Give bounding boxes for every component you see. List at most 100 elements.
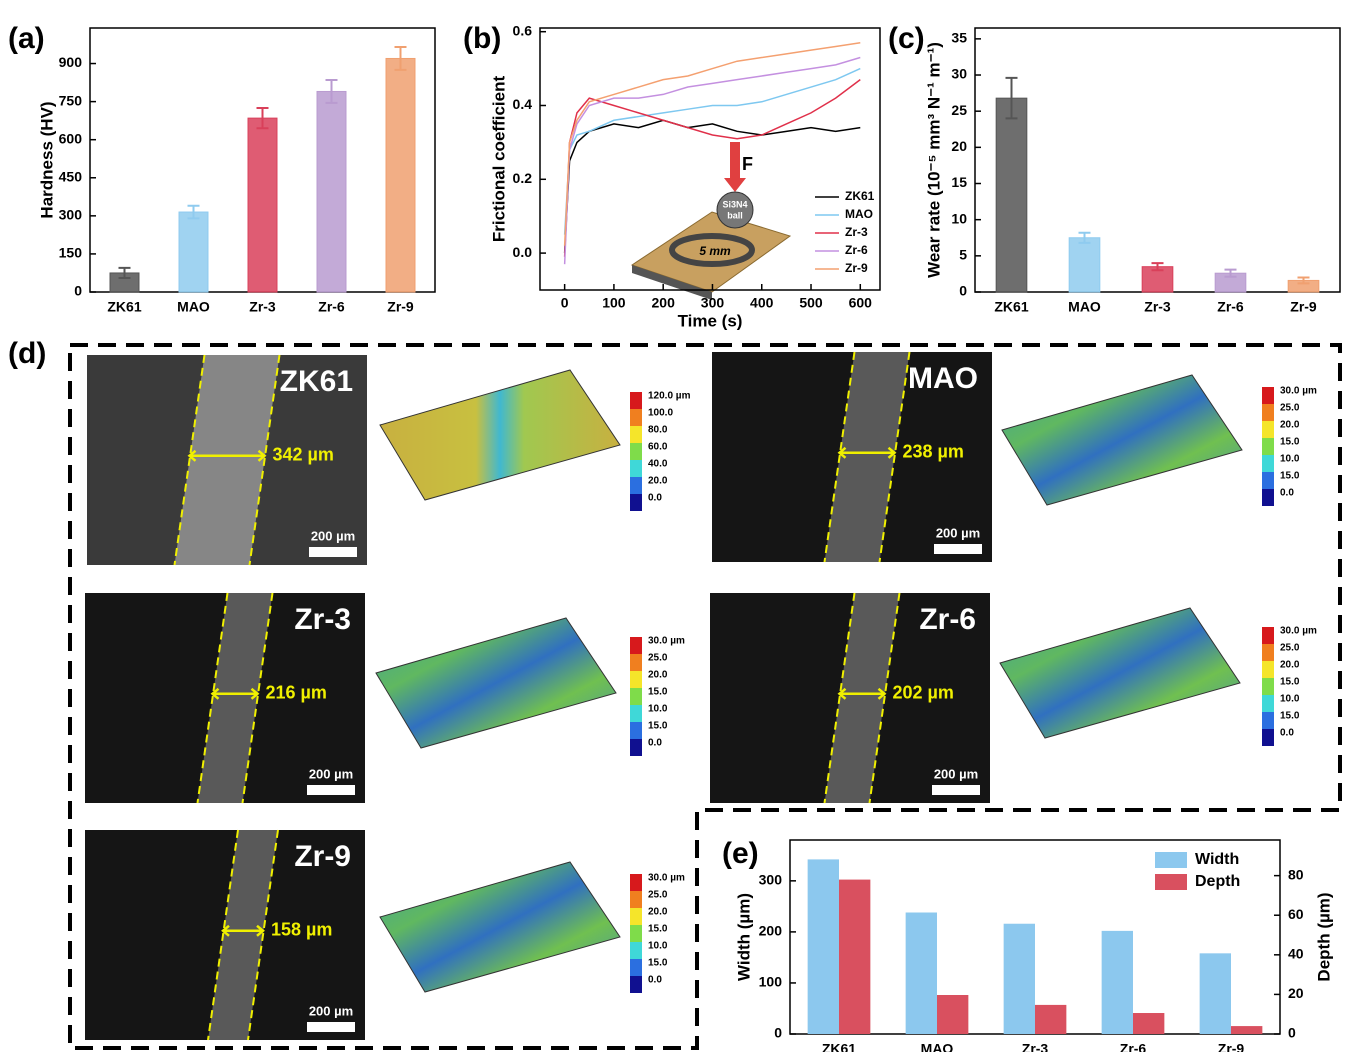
bar xyxy=(996,98,1027,292)
colorbar-cell xyxy=(630,908,642,925)
surface-map xyxy=(380,370,620,500)
panel-label: (d) xyxy=(8,337,46,370)
legend-label: Depth xyxy=(1195,873,1240,890)
colorbar-label: 10.0 xyxy=(1280,454,1300,465)
scale-bar-label: 200 µm xyxy=(309,1003,353,1018)
axis-label: Time (s) xyxy=(678,311,743,330)
colorbar-label: 80.0 xyxy=(648,425,668,436)
x-tick-label: MAO xyxy=(177,299,210,315)
colorbar-cell xyxy=(1262,438,1274,455)
colorbar-cell xyxy=(630,426,642,443)
y-tick-label: 80 xyxy=(1288,866,1304,882)
colorbar-cell xyxy=(630,959,642,976)
x-tick-label: 200 xyxy=(652,295,676,311)
colorbar-cell xyxy=(630,942,642,959)
x-tick-label: Zr-9 xyxy=(387,299,414,315)
panel-label: (b) xyxy=(463,22,501,55)
colorbar-cell xyxy=(1262,695,1274,712)
ball-label: Si3N4 xyxy=(722,199,747,209)
colorbar-cell xyxy=(1262,387,1274,404)
colorbar-label: 10.0 xyxy=(648,704,668,715)
colorbar-label: 0.0 xyxy=(648,493,662,504)
y-tick-label: 0.2 xyxy=(513,170,533,186)
x-tick-label: 300 xyxy=(701,295,725,311)
bar xyxy=(1200,953,1231,1034)
bar xyxy=(839,880,870,1034)
y-tick-label: 150 xyxy=(59,245,83,261)
x-tick-label: 0 xyxy=(561,295,569,311)
legend-swatch xyxy=(1155,852,1187,868)
colorbar-label: 10.0 xyxy=(1280,694,1300,705)
colorbar-label: 20.0 xyxy=(648,670,668,681)
scale-bar xyxy=(934,544,982,554)
y-tick-label: 600 xyxy=(59,130,83,146)
colorbar-label: 25.0 xyxy=(648,653,668,664)
line xyxy=(565,69,861,235)
surface-map xyxy=(1000,608,1240,738)
colorbar-label: 20.0 xyxy=(1280,420,1300,431)
colorbar-label: 20.0 xyxy=(648,476,668,487)
bar xyxy=(1004,924,1035,1034)
sample-name: Zr-3 xyxy=(294,603,351,636)
colorbar-cell xyxy=(630,460,642,477)
y-tick-label: 300 xyxy=(759,872,783,888)
colorbar-cell xyxy=(1262,712,1274,729)
y-tick-label: 0 xyxy=(74,283,82,299)
track-width: 216 µm xyxy=(266,683,327,703)
track-width: 158 µm xyxy=(271,920,332,940)
colorbar-cell xyxy=(1262,472,1274,489)
colorbar-cell xyxy=(630,443,642,460)
colorbar-label: 30.0 µm xyxy=(1280,626,1317,637)
colorbar-label: 15.0 xyxy=(1280,677,1300,688)
surface-map xyxy=(376,618,616,748)
scale-bar xyxy=(307,1022,355,1032)
track-width: 202 µm xyxy=(893,683,954,703)
colorbar-cell xyxy=(630,409,642,426)
colorbar-cell xyxy=(630,494,642,511)
x-tick-label: Zr-6 xyxy=(1217,299,1244,315)
track-width: 238 µm xyxy=(903,442,964,462)
y-tick-label: 40 xyxy=(1288,946,1304,962)
colorbar-cell xyxy=(1262,729,1274,746)
x-tick-label: Zr-3 xyxy=(1022,1041,1049,1052)
axis-label: Depth (µm) xyxy=(1314,892,1333,981)
colorbar-cell xyxy=(630,392,642,409)
legend-label: Zr-9 xyxy=(845,261,868,275)
colorbar-label: 30.0 µm xyxy=(648,873,685,884)
colorbar-cell xyxy=(630,739,642,756)
y-tick-label: 20 xyxy=(951,138,967,154)
sample-name: Zr-9 xyxy=(294,840,351,873)
y-tick-label: 35 xyxy=(951,30,967,46)
colorbar-label: 25.0 xyxy=(1280,643,1300,654)
colorbar-label: 40.0 xyxy=(648,459,668,470)
y-tick-label: 0.0 xyxy=(513,244,533,260)
scale-bar xyxy=(932,785,980,795)
bar xyxy=(1069,238,1100,292)
y-tick-label: 15 xyxy=(951,174,967,190)
y-tick-label: 5 xyxy=(959,247,967,263)
bar xyxy=(937,995,968,1034)
scale-bar xyxy=(307,785,355,795)
panel-label: (e) xyxy=(722,837,759,870)
colorbar-cell xyxy=(630,688,642,705)
y-tick-label: 20 xyxy=(1288,985,1304,1001)
x-tick-label: MAO xyxy=(921,1041,954,1052)
surface-map xyxy=(380,862,620,992)
scale-bar-label: 200 µm xyxy=(934,766,978,781)
colorbar-label: 30.0 µm xyxy=(1280,386,1317,397)
legend-label: Zr-6 xyxy=(845,243,868,257)
colorbar-label: 15.0 xyxy=(648,958,668,969)
arrow-head xyxy=(724,178,746,192)
colorbar-label: 25.0 xyxy=(1280,403,1300,414)
surface-map xyxy=(1002,375,1242,505)
axis-label: Wear rate (10⁻⁵ mm³ N⁻¹ m⁻¹) xyxy=(924,42,943,278)
colorbar-cell xyxy=(630,976,642,993)
friction-inset: F Si3N4 ball 5 mm xyxy=(632,142,790,300)
x-tick-label: 500 xyxy=(799,295,823,311)
y-tick-label: 100 xyxy=(759,974,783,990)
legend-swatch xyxy=(1155,874,1187,890)
sample-name: ZK61 xyxy=(280,365,353,398)
plot-frame xyxy=(975,28,1340,292)
x-tick-label: Zr-9 xyxy=(1290,299,1317,315)
scale-bar-label: 200 µm xyxy=(311,528,355,543)
